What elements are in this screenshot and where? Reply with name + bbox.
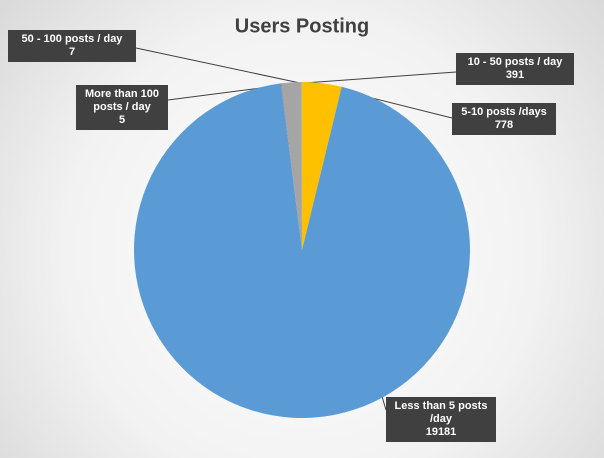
pie-slice [281, 82, 302, 251]
label-name: More than 100 posts / day [85, 88, 159, 113]
pie-slice [280, 83, 302, 251]
leader-line [303, 71, 457, 84]
label-value: 7 [68, 46, 76, 58]
label-name: 50 - 100 posts / day [21, 33, 123, 45]
label-value: 778 [494, 119, 514, 131]
pie-slice [301, 82, 342, 250]
leader-line [135, 47, 301, 84]
pie-slice [281, 83, 302, 250]
label-value: 391 [505, 69, 525, 81]
data-label: 10 - 50 posts / day 391 [456, 53, 574, 85]
label-value: 19181 [425, 426, 457, 438]
data-label: 5-10 posts /days 778 [452, 103, 556, 135]
label-name: 10 - 50 posts / day [467, 56, 563, 68]
data-label: 50 - 100 posts / day 7 [8, 30, 136, 62]
pie-slice [134, 83, 470, 419]
label-value: 5 [118, 114, 126, 126]
label-name: 5-10 posts /days [461, 106, 547, 118]
data-label: Less than 5 posts /day 19181 [386, 397, 496, 442]
slices [134, 82, 470, 419]
label-name: Less than 5 posts /day [394, 400, 488, 425]
chart-title: Users Posting [235, 15, 369, 37]
data-label: More than 100 posts / day 5 [76, 85, 168, 130]
